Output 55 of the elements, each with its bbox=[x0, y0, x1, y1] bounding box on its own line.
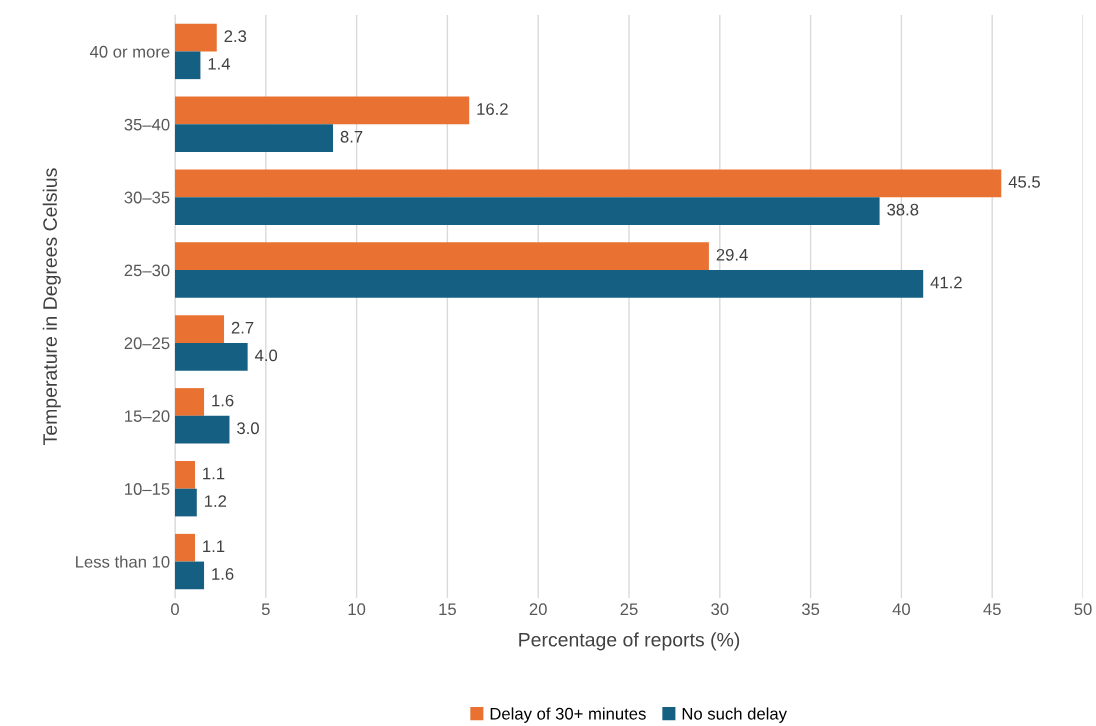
x-tick-label: 25 bbox=[620, 603, 638, 616]
bar bbox=[175, 415, 230, 444]
x-tick-label: 50 bbox=[1074, 603, 1092, 616]
y-tick-label: 35–40 bbox=[124, 118, 170, 131]
data-label: 45.5 bbox=[1008, 176, 1040, 188]
data-label: 1.2 bbox=[205, 495, 227, 507]
bar bbox=[175, 461, 195, 489]
legend-label: No such delay bbox=[682, 707, 787, 723]
x-axis-title: Percentage of reports (%) bbox=[519, 632, 740, 651]
data-label: 29.4 bbox=[716, 248, 748, 261]
x-tick-label: 15 bbox=[439, 603, 456, 616]
data-label: 1.1 bbox=[203, 467, 225, 480]
data-label: 2.3 bbox=[224, 30, 247, 43]
data-label: 1.1 bbox=[203, 540, 225, 553]
data-label: 4.0 bbox=[254, 349, 278, 362]
bar bbox=[175, 270, 924, 298]
y-tick-label: 15–20 bbox=[125, 410, 170, 423]
x-tick-label: 45 bbox=[983, 603, 1001, 616]
bar bbox=[175, 342, 248, 371]
y-tick-label: 40 or more bbox=[89, 45, 170, 58]
x-tick-label: 35 bbox=[801, 603, 820, 616]
x-tick-label: 5 bbox=[261, 603, 270, 616]
data-label: 2.7 bbox=[231, 321, 254, 334]
data-label: 1.6 bbox=[212, 568, 234, 580]
bar bbox=[175, 169, 1002, 198]
data-label: 8.7 bbox=[340, 130, 363, 143]
bar bbox=[175, 315, 225, 343]
bar bbox=[175, 197, 880, 225]
data-label: 38.8 bbox=[887, 203, 919, 216]
bar bbox=[175, 51, 201, 80]
x-tick-label: 0 bbox=[171, 603, 179, 616]
y-axis-title: Temperature in Degrees Celsius bbox=[42, 168, 61, 445]
y-tick-label: 30–35 bbox=[124, 191, 170, 204]
data-label: 1.6 bbox=[212, 394, 234, 407]
y-tick-label: 10–15 bbox=[125, 483, 170, 495]
y-tick-label: 20–25 bbox=[124, 337, 170, 350]
data-label: 3.0 bbox=[237, 422, 259, 435]
data-label: 1.4 bbox=[208, 58, 231, 70]
bar bbox=[175, 388, 205, 416]
bar bbox=[175, 242, 709, 271]
x-tick-label: 20 bbox=[529, 603, 547, 616]
x-tick-label: 30 bbox=[711, 603, 729, 616]
bar bbox=[175, 23, 217, 52]
bar bbox=[175, 533, 195, 562]
y-tick-label: Less than 10 bbox=[76, 555, 170, 568]
bar bbox=[175, 561, 205, 590]
x-tick-label: 10 bbox=[348, 603, 366, 616]
x-tick-label: 40 bbox=[892, 603, 911, 616]
data-label: 41.2 bbox=[930, 276, 962, 289]
bar bbox=[175, 124, 333, 153]
bar bbox=[175, 96, 470, 125]
data-label: 16.2 bbox=[477, 103, 508, 115]
y-tick-label: 25–30 bbox=[124, 264, 170, 277]
legend-label: Delay of 30+ minutes bbox=[490, 707, 646, 723]
bar bbox=[175, 488, 197, 517]
